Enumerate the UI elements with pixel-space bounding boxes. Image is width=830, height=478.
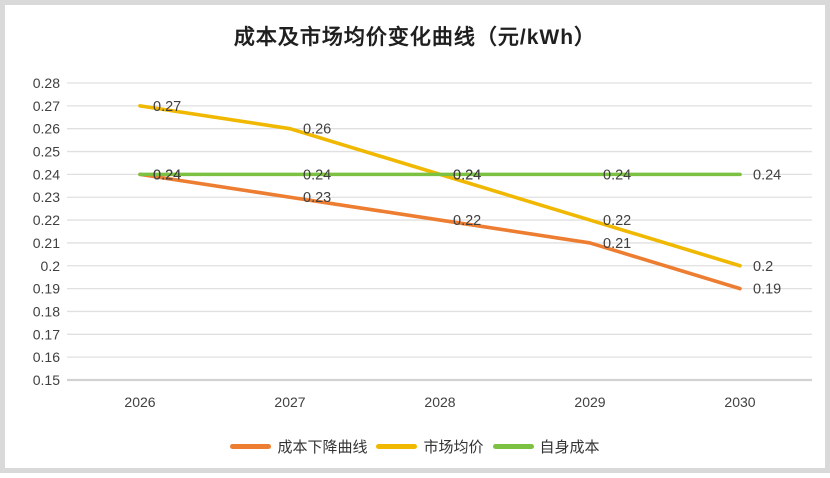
data-label-series-2: 0.24 xyxy=(153,167,181,183)
legend-swatch-market-price-icon xyxy=(376,444,418,449)
y-axis-tick-label: 0.25 xyxy=(33,144,60,160)
y-axis-tick-label: 0.24 xyxy=(33,166,60,182)
y-axis-tick-label: 0.16 xyxy=(33,349,60,365)
series-line-1 xyxy=(138,104,742,268)
data-label-series-2: 0.24 xyxy=(453,167,481,183)
y-axis-tick-label: 0.19 xyxy=(33,281,60,297)
data-label-series-2: 0.24 xyxy=(603,167,631,183)
data-label-series-0: 0.19 xyxy=(753,282,781,298)
data-label-series-1: 0.2 xyxy=(753,259,773,275)
x-axis-label: 2030 xyxy=(724,394,755,410)
legend-label-cost-decline: 成本下降曲线 xyxy=(277,439,368,456)
y-axis-tick-label: 0.27 xyxy=(33,98,60,114)
line-chart-plot-area: 0.28 0.27 0.26 0.25 0.24 0.23 0.22 0.21 0.2 0.19 0… xyxy=(33,75,812,410)
legend-label-own-cost: 自身成本 xyxy=(539,439,600,456)
y-axis-tick-label: 0.2 xyxy=(41,258,61,274)
x-axis-label: 2027 xyxy=(274,394,305,410)
data-label-series-0: 0.22 xyxy=(453,213,481,229)
legend-item-own-cost: 自身成本 xyxy=(492,436,600,457)
legend-label-market-price: 市场均价 xyxy=(423,439,484,456)
x-axis-label: 2029 xyxy=(574,394,605,410)
legend-swatch-own-cost-icon xyxy=(492,444,534,449)
legend-item-market-price: 市场均价 xyxy=(376,436,484,457)
data-label-series-1: 0.22 xyxy=(603,213,631,229)
x-axis-label: 2026 xyxy=(124,394,155,410)
chart-legend: 成本下降曲线 市场均价 自身成本 xyxy=(5,436,825,457)
y-axis-tick-label: 0.28 xyxy=(33,75,60,91)
x-axis-label: 2028 xyxy=(424,394,455,410)
y-axis-tick-label: 0.23 xyxy=(33,189,60,205)
legend-swatch-cost-decline-icon xyxy=(230,444,272,449)
data-label-series-1: 0.26 xyxy=(303,122,331,138)
data-label-series-1: 0.24 xyxy=(453,167,481,183)
data-label-series-0: 0.21 xyxy=(603,236,631,252)
data-label-series-1: 0.27 xyxy=(153,99,181,115)
data-label-series-2: 0.24 xyxy=(303,167,331,183)
y-axis-tick-label: 0.21 xyxy=(33,235,60,251)
y-axis-tick-label: 0.15 xyxy=(33,372,60,388)
series-line-0 xyxy=(138,172,742,291)
y-axis-tick-label: 0.18 xyxy=(33,303,60,319)
chart-title: 成本及市场均价变化曲线（元/kWh） xyxy=(233,26,597,49)
data-label-series-0: 0.23 xyxy=(303,190,331,206)
y-axis-tick-label: 0.17 xyxy=(33,326,60,342)
legend-item-cost-decline: 成本下降曲线 xyxy=(230,436,367,457)
data-label-series-2: 0.24 xyxy=(753,167,781,183)
data-label-series-0: 0.24 xyxy=(153,167,181,183)
y-axis-tick-label: 0.22 xyxy=(33,212,60,228)
y-axis-tick-label: 0.26 xyxy=(33,121,60,137)
